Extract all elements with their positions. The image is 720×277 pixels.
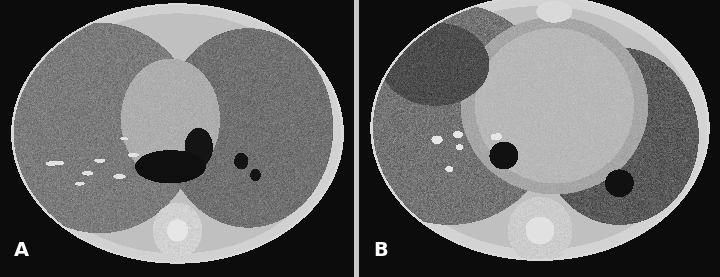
- Text: B: B: [374, 241, 388, 260]
- Text: A: A: [14, 241, 30, 260]
